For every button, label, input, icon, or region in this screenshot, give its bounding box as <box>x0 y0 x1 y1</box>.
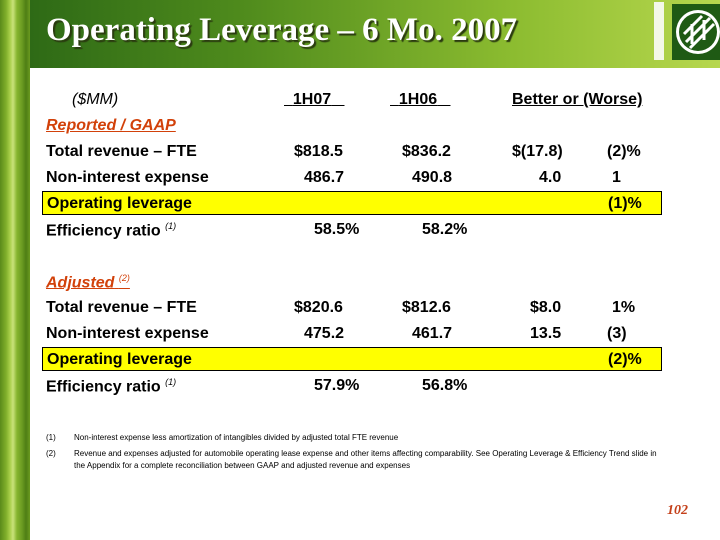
section-title-adjusted: Adjusted (2) <box>46 273 130 292</box>
footnotes: (1) Non-interest expense less amortizati… <box>46 432 666 476</box>
units-label: ($MM) <box>72 91 119 108</box>
page-number: 102 <box>667 503 688 518</box>
footnote-2: (2) Revenue and expenses adjusted for au… <box>46 449 657 470</box>
table-header-row: ($MM) 1H07 1H06 Better or (Worse) <box>42 88 662 112</box>
operating-leverage-row-adjusted: Operating leverage (2)% <box>42 347 662 371</box>
table-row: Total revenue – FTE $820.6 $812.6 $8.0 1… <box>46 299 636 316</box>
slide-header: Operating Leverage – 6 Mo. 2007 <box>30 0 720 68</box>
left-decorative-bar <box>0 0 30 540</box>
slide-title: Operating Leverage – 6 Mo. 2007 <box>46 12 518 48</box>
column-header-better-worse: Better or (Worse) <box>512 91 643 108</box>
table-row: Efficiency ratio (1) 58.5% 58.2% <box>46 221 468 240</box>
column-header-1h07: 1H07 <box>292 91 332 108</box>
header-divider <box>654 2 664 60</box>
table-row: Total revenue – FTE $818.5 $836.2 $(17.8… <box>46 143 641 160</box>
table-row: Non-interest expense 486.7 490.8 4.0 1 <box>46 169 621 186</box>
table-row: Non-interest expense 475.2 461.7 13.5 (3… <box>46 325 627 342</box>
column-header-1h06: 1H06 <box>398 91 438 108</box>
footnote-1: (1) Non-interest expense less amortizati… <box>46 433 399 442</box>
table-row: Efficiency ratio (1) 57.9% 56.8% <box>46 377 468 396</box>
section-title-reported: Reported / GAAP <box>46 117 176 134</box>
huntington-logo-icon <box>672 4 720 60</box>
operating-leverage-row-reported: Operating leverage (1)% <box>42 191 662 215</box>
